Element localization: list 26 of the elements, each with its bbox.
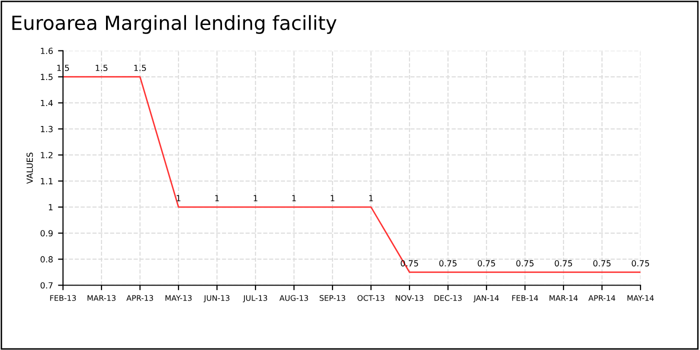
data-label: 1	[215, 195, 219, 202]
chart-title: Euroarea Marginal lending facility	[12, 15, 336, 34]
y-axis-title: VALUES	[26, 152, 33, 184]
data-label: 1	[369, 195, 373, 202]
data-label: 0.75	[439, 260, 457, 266]
y-tick-label: 0.7	[40, 282, 53, 289]
y-tick-label: 0.9	[40, 230, 53, 236]
data-label: 1	[292, 195, 296, 202]
data-label: 0.75	[593, 260, 611, 266]
y-tick-label: 0.8	[40, 256, 53, 262]
y-tick-label: 1	[48, 204, 53, 210]
data-label: 0.75	[632, 260, 650, 266]
data-label: 1	[254, 195, 258, 202]
data-label: 1.5	[96, 64, 108, 72]
y-tick-label: 1.4	[40, 100, 53, 106]
data-label: 1.5	[134, 64, 146, 72]
data-label: 0.75	[554, 260, 572, 266]
y-tick-label: 1.5	[40, 74, 53, 80]
y-tick-label: 1.6	[40, 48, 53, 54]
data-label: 1	[176, 195, 180, 202]
data-label: 1	[330, 195, 334, 202]
y-tick-label: 1.3	[40, 126, 53, 132]
data-label: 0.75	[516, 260, 534, 266]
data-label: 0.75	[478, 260, 496, 266]
y-tick-label: 1.1	[40, 178, 53, 184]
y-tick-label: 1.2	[40, 152, 52, 158]
